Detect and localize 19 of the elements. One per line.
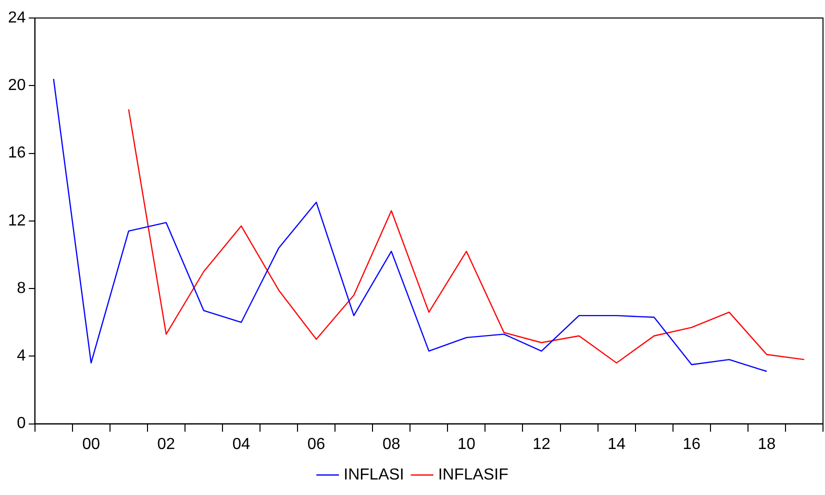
- x-tick-label: 02: [157, 436, 176, 453]
- x-tick-label: 16: [682, 436, 701, 453]
- x-tick-label: 08: [382, 436, 400, 453]
- x-tick-label: 18: [758, 436, 776, 453]
- y-tick-label: 4: [16, 348, 26, 365]
- y-tick-label: 24: [8, 9, 26, 26]
- legend-label: INFLASI: [344, 466, 404, 484]
- y-tick-label: 0: [16, 415, 26, 432]
- x-tick-label: 04: [232, 436, 250, 453]
- y-tick-label: 20: [8, 77, 26, 94]
- y-tick-label: 8: [16, 280, 26, 297]
- legend-label: INFLASIF: [438, 466, 509, 484]
- y-tick-label: 16: [8, 144, 26, 162]
- x-tick-label: 00: [82, 436, 100, 453]
- x-tick-label: 12: [532, 436, 550, 453]
- y-tick-label: 12: [8, 212, 26, 230]
- x-tick-label: 06: [307, 436, 326, 453]
- x-tick-label: 14: [608, 436, 626, 453]
- x-tick-label: 10: [458, 436, 476, 453]
